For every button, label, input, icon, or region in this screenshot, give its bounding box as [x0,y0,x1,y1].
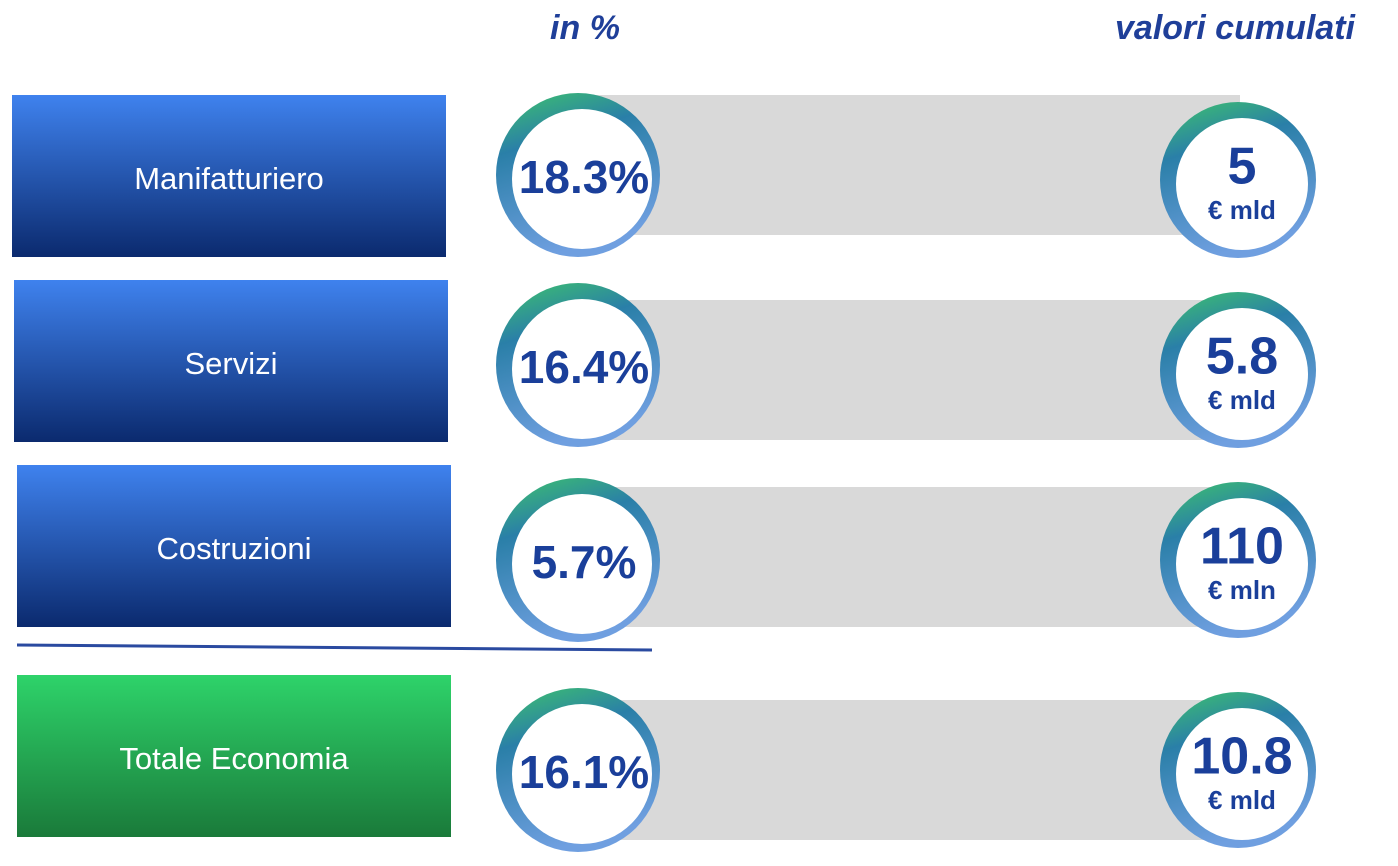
row-unit: € mln [1208,575,1276,605]
row-bar [580,700,1240,840]
circle-face [512,299,652,439]
row-unit: € mld [1208,385,1276,415]
row-value: 5 [1228,138,1257,196]
row-label: Totale Economia [119,741,349,776]
row-percent: 16.4% [519,341,649,393]
separator [16,643,653,652]
row-percent: 18.3% [519,151,649,203]
label-box [17,675,451,837]
row-unit: € mld [1208,195,1276,225]
circle-face [512,494,652,634]
circle-face [1176,308,1308,440]
row-bar [580,487,1240,627]
circle-face [1176,708,1308,840]
row-label: Servizi [184,346,277,381]
row-bar [580,300,1240,440]
label-box [14,280,448,442]
row-label: Manifatturiero [134,161,324,196]
row-bar [580,95,1240,235]
header-right: valori cumulati [1115,9,1357,47]
circle-face [512,109,652,249]
row-label: Costruzioni [156,531,311,566]
circle-face [1176,498,1308,630]
circle-face [512,704,652,844]
row-percent: 16.1% [519,746,649,798]
label-box [12,95,446,257]
row-unit: € mld [1208,785,1276,815]
label-box [17,465,451,627]
row-value: 110 [1200,518,1284,576]
circle-face [1176,118,1308,250]
header-left: in % [550,9,620,47]
row-percent: 5.7% [532,536,637,588]
row-value: 5.8 [1206,328,1278,386]
row-value: 10.8 [1191,728,1292,786]
